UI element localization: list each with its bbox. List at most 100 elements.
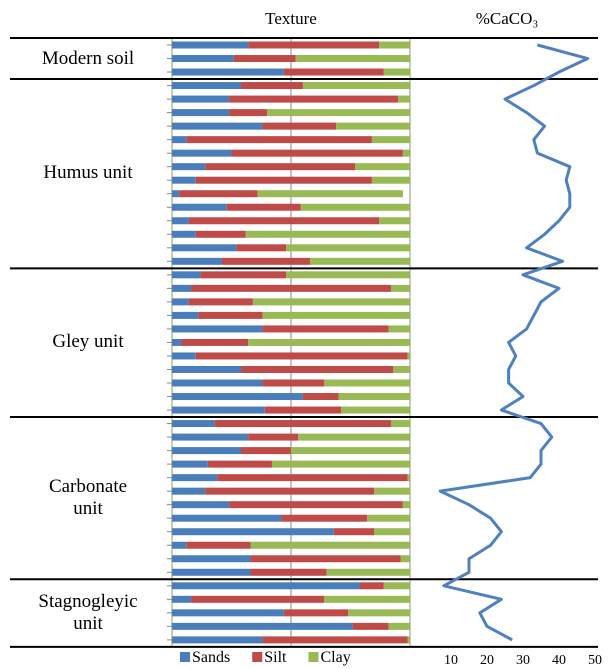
bar-segment	[402, 501, 410, 509]
x-tick-label: 20	[480, 653, 494, 668]
bar-segment	[172, 338, 182, 346]
caco3-line	[438, 43, 590, 642]
unit-label: Humus unit	[43, 162, 133, 184]
bar-segment	[264, 406, 341, 414]
bar-segment	[195, 352, 408, 360]
bar-segment	[172, 406, 265, 414]
bar-segment	[172, 352, 196, 360]
bar-segment	[360, 582, 384, 590]
bar-segment	[262, 379, 325, 387]
bar-segment	[241, 82, 303, 90]
bar-segment	[250, 568, 327, 576]
bar-segment	[250, 555, 401, 563]
bar-segment	[283, 609, 349, 617]
bar-segment	[181, 338, 249, 346]
bar-segment	[172, 609, 284, 617]
bar-segment	[262, 636, 408, 644]
bar-segment	[229, 95, 399, 103]
bar-segment	[179, 190, 258, 198]
legend-swatch	[180, 652, 190, 662]
bar-segment	[302, 82, 410, 90]
bar-segment	[236, 244, 287, 252]
bar-segment	[262, 311, 410, 319]
bar-segment	[172, 582, 361, 590]
bar-segment	[172, 393, 303, 401]
bar-segment	[217, 474, 408, 482]
bar-segment	[172, 176, 196, 184]
bar-segment	[371, 136, 410, 144]
bar-segment	[383, 68, 410, 76]
bar-segment	[188, 298, 253, 306]
x-tick-label: 30	[516, 653, 530, 668]
bar-segment	[283, 68, 384, 76]
legend-swatch	[252, 652, 263, 662]
bar-segment	[172, 163, 206, 171]
bar-segment	[172, 41, 249, 49]
bar-segment	[326, 568, 410, 576]
bar-segment	[338, 393, 410, 401]
bar-segment	[333, 528, 375, 536]
bar-segment	[371, 176, 410, 184]
bar-segment	[172, 365, 242, 373]
bar-segment	[172, 257, 222, 265]
bar-segment	[205, 487, 375, 495]
bar-segment	[172, 217, 189, 225]
bar-segment	[207, 460, 272, 468]
unit-label: Carbonate unit	[48, 475, 128, 519]
bar-segment	[286, 244, 410, 252]
bar-segment	[172, 528, 334, 536]
bar-segment	[172, 595, 192, 603]
bar-segment	[291, 447, 410, 455]
bar-segment	[390, 420, 410, 428]
bar-segment	[241, 447, 291, 455]
bar-segment	[191, 284, 391, 292]
bar-segment	[172, 68, 284, 76]
bar-segment	[172, 447, 242, 455]
bar-segment	[407, 474, 410, 482]
legend-label: Silt	[264, 649, 287, 666]
x-tick-label: 40	[552, 653, 566, 668]
unit-label: Stagnogleyic unit	[38, 590, 138, 634]
bar-segment	[191, 595, 325, 603]
bar-segment	[407, 352, 410, 360]
bar-segment	[172, 55, 234, 63]
bar-segment	[172, 311, 199, 319]
bar-segment	[295, 55, 410, 63]
bar-segment	[186, 136, 372, 144]
bar-segment	[172, 541, 187, 549]
bar-segment	[252, 298, 410, 306]
bar-segment	[226, 203, 301, 211]
bar-segment	[172, 271, 201, 279]
bar-segment	[248, 433, 299, 441]
bar-segment	[172, 379, 263, 387]
bar-segment	[172, 325, 263, 333]
bar-segment	[172, 122, 263, 130]
bar-segment	[393, 365, 410, 373]
bar-segment	[250, 541, 410, 549]
bar-segment	[200, 271, 287, 279]
bar-segment	[172, 284, 192, 292]
bar-segment	[298, 433, 410, 441]
bar-segment	[172, 190, 180, 198]
bar-segment	[172, 514, 282, 522]
bar-segment	[172, 474, 218, 482]
bar-segment	[172, 82, 242, 90]
legend-swatch	[308, 652, 319, 662]
bar-segment	[172, 298, 189, 306]
bar-segment	[374, 528, 410, 536]
bar-segment	[407, 636, 410, 644]
bar-segment	[302, 393, 339, 401]
bar-segment	[286, 271, 410, 279]
bar-segment	[172, 487, 206, 495]
bar-segment	[340, 406, 410, 414]
legend-label: Sands	[192, 649, 230, 666]
x-tick-label: 10	[444, 653, 458, 668]
caco3-title: %CaCO₃	[476, 9, 539, 28]
legend-label: Clay	[320, 649, 350, 666]
bar-segment	[355, 163, 410, 171]
bar-segment	[172, 230, 196, 238]
bar-segment	[172, 95, 230, 103]
bar-segment	[172, 420, 215, 428]
